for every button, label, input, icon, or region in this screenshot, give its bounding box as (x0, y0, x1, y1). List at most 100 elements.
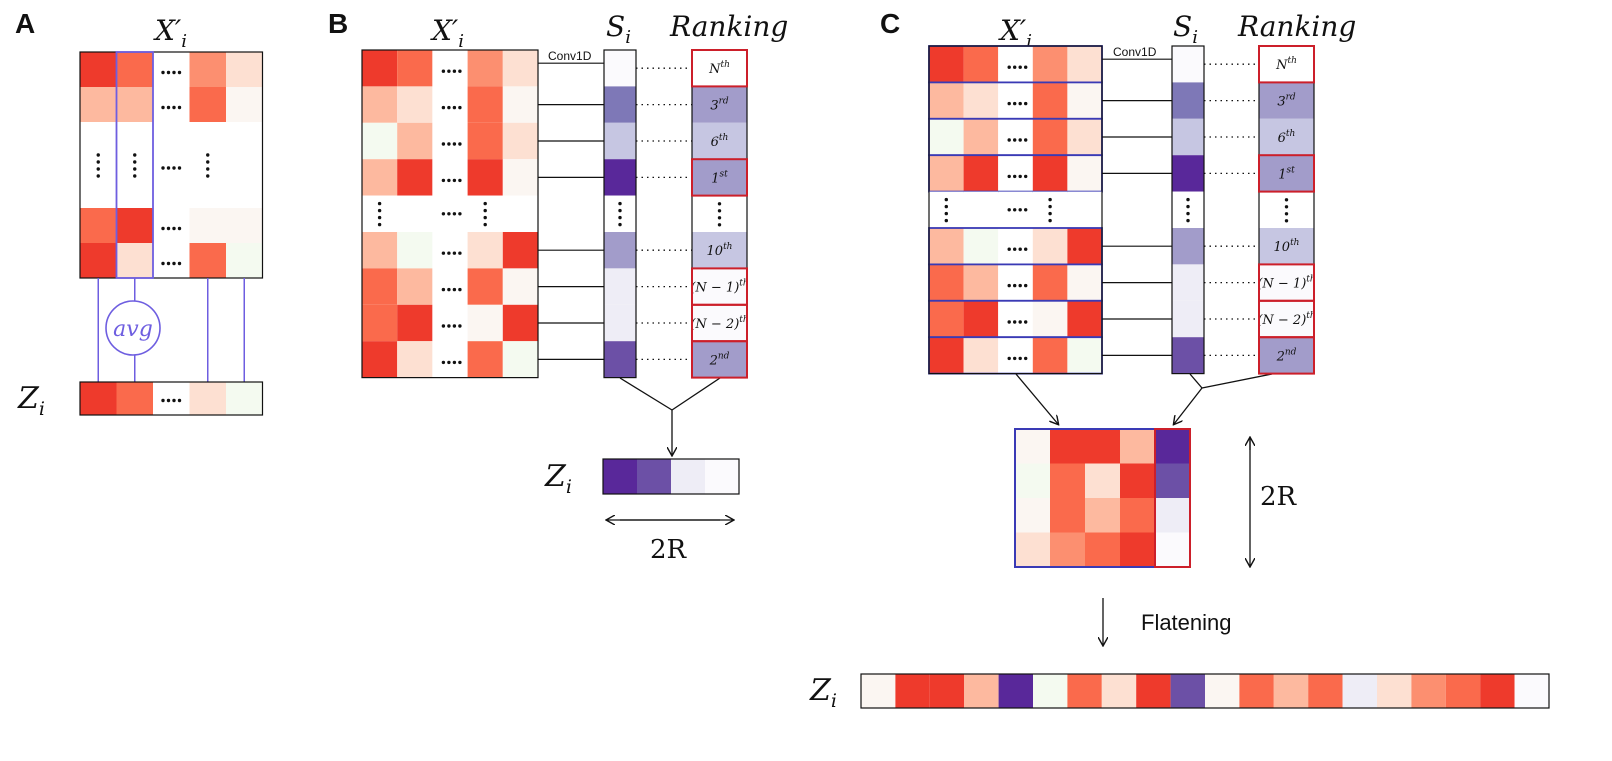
z-cell (1136, 674, 1171, 708)
ranking-label: 2nd (709, 351, 730, 368)
selected-feature-cell (1015, 429, 1050, 464)
matrix-ellipsis-dot (377, 201, 382, 206)
matrix-ellipsis-dot (1023, 283, 1028, 288)
z-ellipsis-dot (166, 398, 171, 403)
selected-score-cell (1155, 532, 1190, 567)
selected-feature-cell (1085, 532, 1120, 567)
matrix-ellipsis-dot (447, 142, 451, 146)
ranking-cell (692, 195, 747, 232)
matrix-ellipsis-dot (1018, 138, 1022, 142)
z-cell (671, 459, 705, 494)
ranking-label: 1st (711, 169, 728, 186)
matrix-ellipsis-dot (447, 69, 451, 73)
z-cell (861, 674, 896, 708)
score-cell (1172, 264, 1204, 301)
score-ellipsis-dot (1186, 197, 1190, 202)
matrix-cell (467, 122, 503, 160)
panel-c-ranking-title: Ranking (1237, 10, 1356, 43)
rank-number: (N − 1) (690, 281, 739, 296)
ranking-cell (1259, 118, 1314, 156)
matrix-ellipsis-dot (458, 142, 462, 146)
matrix-ellipsis-dot (1023, 138, 1028, 142)
matrix-cell (1067, 155, 1102, 192)
matrix-cell (80, 52, 117, 87)
matrix-cell-blank (116, 122, 153, 208)
matrix-ellipsis-dot (161, 261, 165, 266)
matrix-cell-ellipsis (998, 82, 1033, 119)
matrix-cell (963, 155, 999, 192)
rank-suffix: th (1290, 238, 1299, 248)
ranking-label: 10th (1274, 238, 1300, 255)
selected-feature-cell (1085, 498, 1120, 533)
merge-line (1201, 373, 1273, 389)
panel-a-label: A (15, 8, 35, 39)
selected-feature-cell (1050, 463, 1085, 498)
z-cell (998, 674, 1033, 708)
selected-score-cell (1155, 498, 1190, 533)
matrix-ellipsis-dot (1048, 218, 1052, 223)
selected-feature-cell (1015, 463, 1050, 498)
ranking-selected-outline (691, 340, 748, 379)
rank-suffix: th (1306, 311, 1315, 321)
z-cell (80, 382, 117, 415)
selected-score-cell (1155, 463, 1190, 498)
matrix-cell (467, 50, 503, 87)
score-ellipsis-dot (618, 201, 622, 206)
matrix-ellipsis-dot (452, 324, 457, 328)
matrix-ellipsis-dot (177, 105, 182, 110)
score-cell (604, 86, 636, 123)
matrix-cell-ellipsis (153, 208, 190, 243)
matrix-cell (80, 208, 117, 243)
ranking-cell (692, 86, 747, 123)
panel-b: B X′i Si Ranking Conv1D Nth3rd6th1st10th… (328, 8, 788, 565)
matrix-ellipsis-dot (1023, 65, 1028, 69)
matrix-ellipsis-dot (452, 251, 457, 255)
ranking-cell (1259, 264, 1314, 301)
rank-number: (N − 2) (1257, 313, 1306, 328)
panel-a-averaging: avg (97, 278, 245, 398)
matrix-ellipsis-dot (161, 226, 165, 231)
matrix-cell (1067, 300, 1102, 338)
matrix-ellipsis-dot (483, 222, 487, 227)
matrix-cell-blank (929, 191, 964, 228)
matrix-ellipsis-dot (458, 212, 462, 216)
matrix-ellipsis-dot (1018, 320, 1022, 324)
matrix-cell-blank (1067, 191, 1102, 228)
score-cell (1172, 228, 1204, 265)
score-cell (604, 341, 636, 378)
score-cell (1172, 337, 1204, 374)
matrix-cell (80, 243, 117, 278)
matrix-cell (1067, 46, 1102, 83)
panel-c-connectors (1015, 58, 1273, 424)
matrix-cell (1032, 118, 1068, 156)
ranking-selected-outline (691, 49, 748, 88)
rank-number: N (1275, 58, 1288, 73)
matrix-cell (1067, 82, 1102, 119)
matrix-cell-ellipsis (432, 86, 468, 123)
matrix-ellipsis-dot (1023, 174, 1028, 179)
matrix-cell (929, 155, 964, 192)
z-cell-ellipsis (153, 382, 190, 415)
matrix-ellipsis-dot (447, 178, 451, 183)
score-cell-blank (604, 195, 636, 232)
z-cell (1411, 674, 1446, 708)
matrix-ellipsis-dot (377, 215, 382, 220)
z-ellipsis-dot (177, 398, 182, 403)
matrix-cell (929, 118, 964, 156)
matrix-cell (502, 122, 538, 160)
panel-c-height-label: 2R (1260, 482, 1298, 512)
matrix-ellipsis-dot (206, 174, 210, 178)
selected-feature-cell (1120, 429, 1155, 464)
matrix-ellipsis-dot (1023, 101, 1028, 106)
ranking-selected-outline (1258, 45, 1315, 84)
matrix-cell-blank (963, 191, 999, 228)
matrix-cell (362, 268, 398, 305)
ranking-label: 6th (1278, 129, 1296, 146)
rank-number: 3 (1277, 95, 1285, 110)
matrix-cell (362, 159, 398, 196)
matrix-cell (1032, 264, 1068, 301)
z-cell (1205, 674, 1240, 708)
matrix-ellipsis-dot (172, 226, 176, 231)
ranking-cell (692, 232, 747, 269)
matrix-ellipsis-dot (161, 105, 165, 110)
